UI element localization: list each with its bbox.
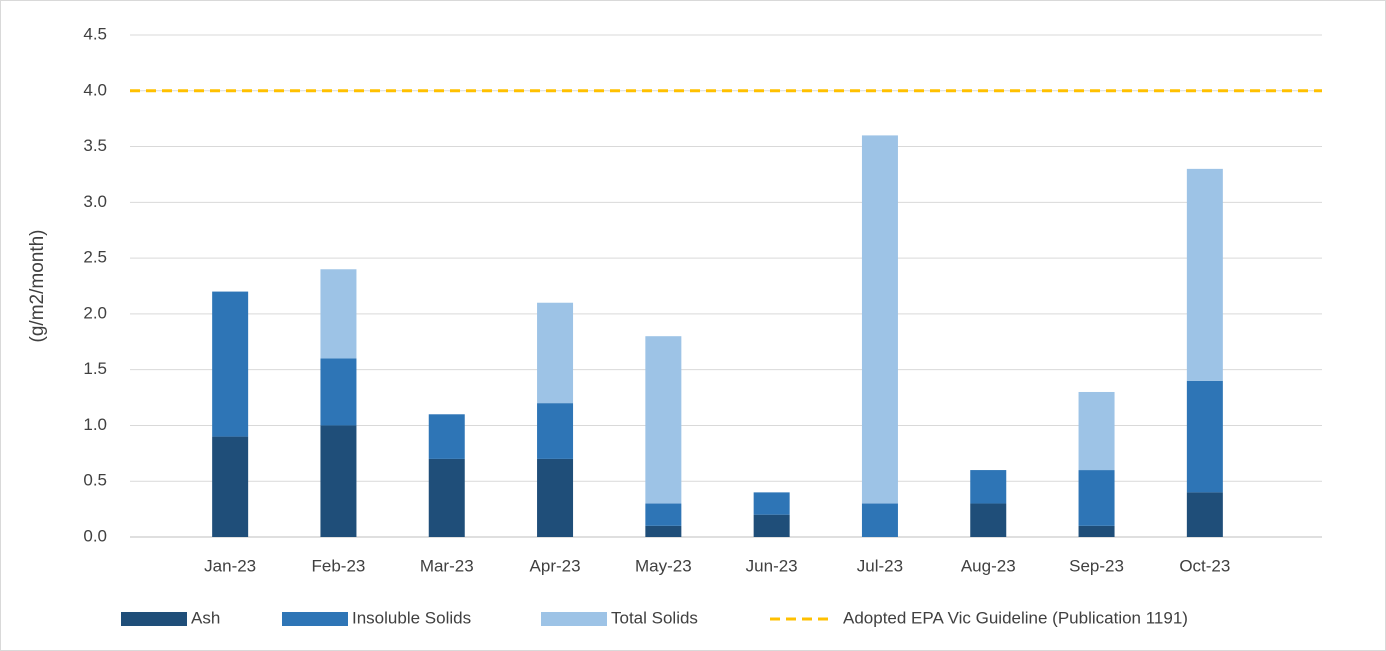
bar-segment bbox=[1078, 391, 1115, 471]
bar-segment bbox=[970, 470, 1007, 504]
y-tick-label: 2.5 bbox=[83, 248, 107, 267]
y-tick-label: 0.0 bbox=[83, 526, 107, 545]
x-tick-label: Jan-23 bbox=[204, 556, 256, 575]
bar-segment bbox=[537, 302, 574, 404]
y-tick-label: 0.5 bbox=[83, 471, 107, 490]
x-tick-label: Aug-23 bbox=[961, 556, 1016, 575]
x-tick-label: Jun-23 bbox=[746, 556, 798, 575]
y-axis-label: (g/m2/month) bbox=[27, 230, 48, 343]
bar-segment bbox=[320, 269, 357, 359]
bar-segment bbox=[537, 458, 574, 537]
legend-swatch bbox=[121, 612, 187, 626]
legend-label: Adopted EPA Vic Guideline (Publication 1… bbox=[843, 608, 1188, 627]
bar-segment bbox=[645, 336, 682, 504]
bar-segment bbox=[1186, 380, 1223, 493]
bar-segment bbox=[212, 291, 249, 437]
x-tick-label: May-23 bbox=[635, 556, 692, 575]
bar-segment bbox=[428, 414, 465, 459]
bar-segment bbox=[537, 403, 574, 459]
bar-segment bbox=[320, 425, 357, 537]
y-tick-label: 4.0 bbox=[83, 80, 107, 99]
x-tick-label: Sep-23 bbox=[1069, 556, 1124, 575]
bar-segment bbox=[428, 458, 465, 537]
bar-segment bbox=[645, 503, 682, 526]
bar-segment bbox=[753, 514, 790, 537]
y-tick-label: 2.0 bbox=[83, 303, 107, 322]
legend-label: Ash bbox=[191, 608, 220, 627]
bar-segment bbox=[1078, 525, 1115, 537]
bar-segment bbox=[1078, 470, 1115, 526]
bar-segment bbox=[1186, 492, 1223, 537]
bar-segment bbox=[212, 436, 249, 537]
legend-swatch bbox=[541, 612, 607, 626]
bar-segment bbox=[861, 135, 898, 504]
bar-segment bbox=[861, 503, 898, 537]
x-tick-label: Apr-23 bbox=[530, 556, 581, 575]
bar-segment bbox=[753, 492, 790, 515]
legend-label: Insoluble Solids bbox=[352, 608, 471, 627]
legend-label: Total Solids bbox=[611, 608, 698, 627]
x-tick-label: Feb-23 bbox=[312, 556, 366, 575]
y-tick-label: 3.0 bbox=[83, 192, 107, 211]
x-tick-label: Mar-23 bbox=[420, 556, 474, 575]
x-tick-label: Oct-23 bbox=[1179, 556, 1230, 575]
legend-swatch bbox=[282, 612, 348, 626]
bar-segment bbox=[645, 525, 682, 537]
bar-segment bbox=[1186, 168, 1223, 381]
y-tick-label: 1.0 bbox=[83, 415, 107, 434]
bar-segment bbox=[970, 503, 1007, 537]
bar-segment bbox=[320, 358, 357, 426]
y-tick-label: 3.5 bbox=[83, 136, 107, 155]
y-tick-label: 1.5 bbox=[83, 359, 107, 378]
y-tick-label: 4.5 bbox=[83, 24, 107, 43]
x-tick-label: Jul-23 bbox=[857, 556, 903, 575]
